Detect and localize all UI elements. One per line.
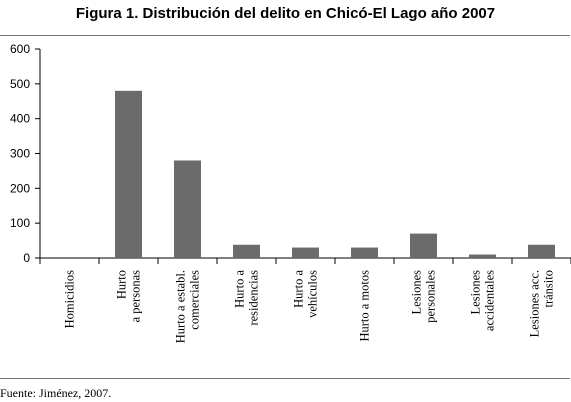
source-note: Fuente: Jiménez, 2007. xyxy=(0,386,112,400)
y-tick-label: 100 xyxy=(10,216,30,230)
bar-1 xyxy=(115,90,142,258)
x-category-label: personales xyxy=(424,270,438,323)
x-category-label: Hurto a establ. xyxy=(174,270,188,343)
x-category-label: Lesiones xyxy=(469,270,483,315)
y-tick-label: 400 xyxy=(10,112,30,126)
x-category-label: Hurto a xyxy=(292,270,306,308)
x-category-label: accidentales xyxy=(483,270,497,331)
bar-5 xyxy=(351,247,378,258)
x-category-label: Lesiones xyxy=(410,270,424,315)
y-tick-label: 500 xyxy=(10,77,30,91)
bar-3 xyxy=(233,244,260,258)
x-category-label: Hurto a xyxy=(233,270,247,308)
x-category-label: residencias xyxy=(247,270,261,326)
x-category-label: tránsito xyxy=(542,270,556,308)
x-category-label: Hurto xyxy=(115,270,129,299)
chart-title: Figura 1. Distribución del delito en Chi… xyxy=(75,5,496,22)
x-category-label: Lesiones acc. xyxy=(528,270,542,337)
bar-8 xyxy=(528,244,555,258)
x-category-label: Homicidios xyxy=(63,270,77,328)
chart-frame xyxy=(0,35,570,379)
y-tick-label: 600 xyxy=(10,42,30,56)
y-tick-label: 200 xyxy=(10,181,30,195)
y-tick-label: 0 xyxy=(23,251,30,265)
y-tick-label: 300 xyxy=(10,147,30,161)
bar-6 xyxy=(410,233,437,258)
x-category-label: vehículos xyxy=(306,270,320,318)
x-category-label: a personas xyxy=(129,270,143,323)
bar-4 xyxy=(292,247,319,258)
x-category-label: comerciales xyxy=(188,270,202,330)
x-category-label: Hurto a motos xyxy=(358,270,372,342)
bar-7 xyxy=(469,254,496,258)
bar-2 xyxy=(174,160,201,258)
